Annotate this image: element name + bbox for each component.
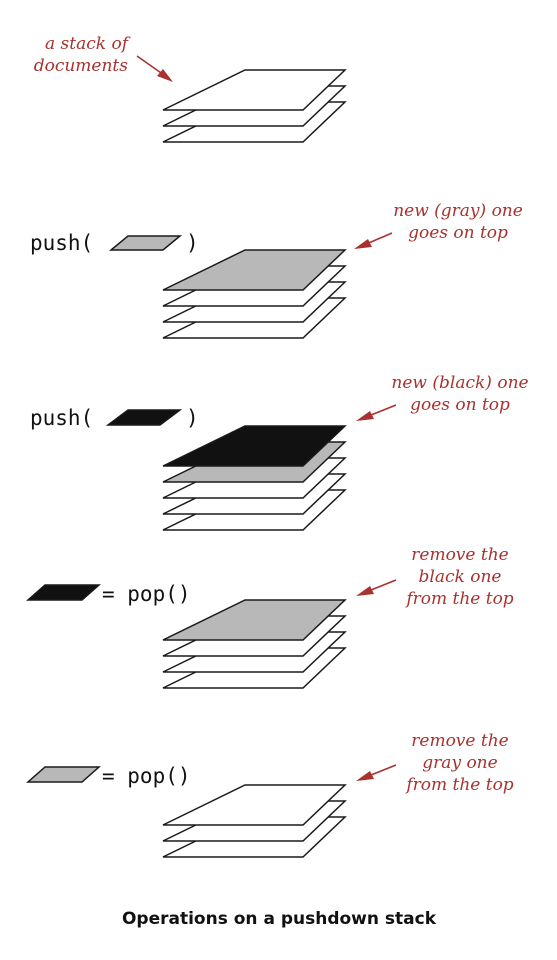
white-document-sheet bbox=[162, 784, 347, 826]
annotation-line: black one bbox=[419, 567, 502, 587]
pop-call: = pop() bbox=[102, 582, 191, 606]
document-stack bbox=[162, 599, 347, 689]
gray-document-sheet bbox=[162, 599, 347, 641]
annotation-arrow bbox=[356, 764, 397, 781]
black-document-sheet bbox=[162, 425, 347, 467]
gray-document-sheet bbox=[162, 249, 347, 291]
document-stack bbox=[162, 69, 347, 143]
annotation-line: documents bbox=[34, 56, 129, 76]
push-call-open: push( bbox=[30, 406, 93, 430]
pushed-black-document bbox=[105, 409, 183, 426]
annotation-line: goes on top bbox=[408, 223, 508, 243]
push-call-close: ) bbox=[186, 406, 199, 430]
white-document-sheet bbox=[162, 69, 347, 111]
panel-pop-black: = pop() remove the black one from the to… bbox=[26, 545, 514, 689]
popped-black-document bbox=[26, 584, 101, 601]
annotation-line: goes on top bbox=[410, 395, 510, 415]
document-stack bbox=[162, 784, 347, 858]
panel-push-black: push( ) new (black) one goes on top bbox=[30, 373, 529, 531]
annotation-arrow bbox=[354, 232, 393, 249]
annotation-line: remove the bbox=[411, 731, 508, 751]
annotation-line: new (black) one bbox=[391, 373, 528, 393]
panel-pop-gray: = pop() remove the gray one from the top bbox=[26, 731, 514, 858]
document-stack bbox=[162, 249, 347, 339]
panel-push-gray: push( ) new (gray) one goes on top bbox=[30, 201, 523, 339]
annotation-line: remove the bbox=[411, 545, 508, 565]
push-call-open: push( bbox=[30, 231, 93, 255]
panel-initial-stack: a stack of documents bbox=[34, 34, 347, 143]
document-stack bbox=[162, 425, 347, 531]
pop-call: = pop() bbox=[102, 764, 191, 788]
annotation-line: new (gray) one bbox=[393, 201, 523, 221]
annotation-line: from the top bbox=[404, 775, 513, 795]
push-call-close: ) bbox=[186, 231, 199, 255]
pushed-gray-document bbox=[108, 235, 183, 251]
popped-gray-document bbox=[26, 766, 101, 783]
annotation-arrow bbox=[136, 55, 173, 82]
annotation-arrow bbox=[356, 579, 397, 596]
figure-caption: Operations on a pushdown stack bbox=[122, 909, 437, 929]
annotation-arrow bbox=[356, 404, 397, 421]
annotation-line: from the top bbox=[404, 589, 513, 609]
annotation-line: a stack of bbox=[45, 34, 131, 54]
annotation-line: gray one bbox=[422, 753, 497, 773]
